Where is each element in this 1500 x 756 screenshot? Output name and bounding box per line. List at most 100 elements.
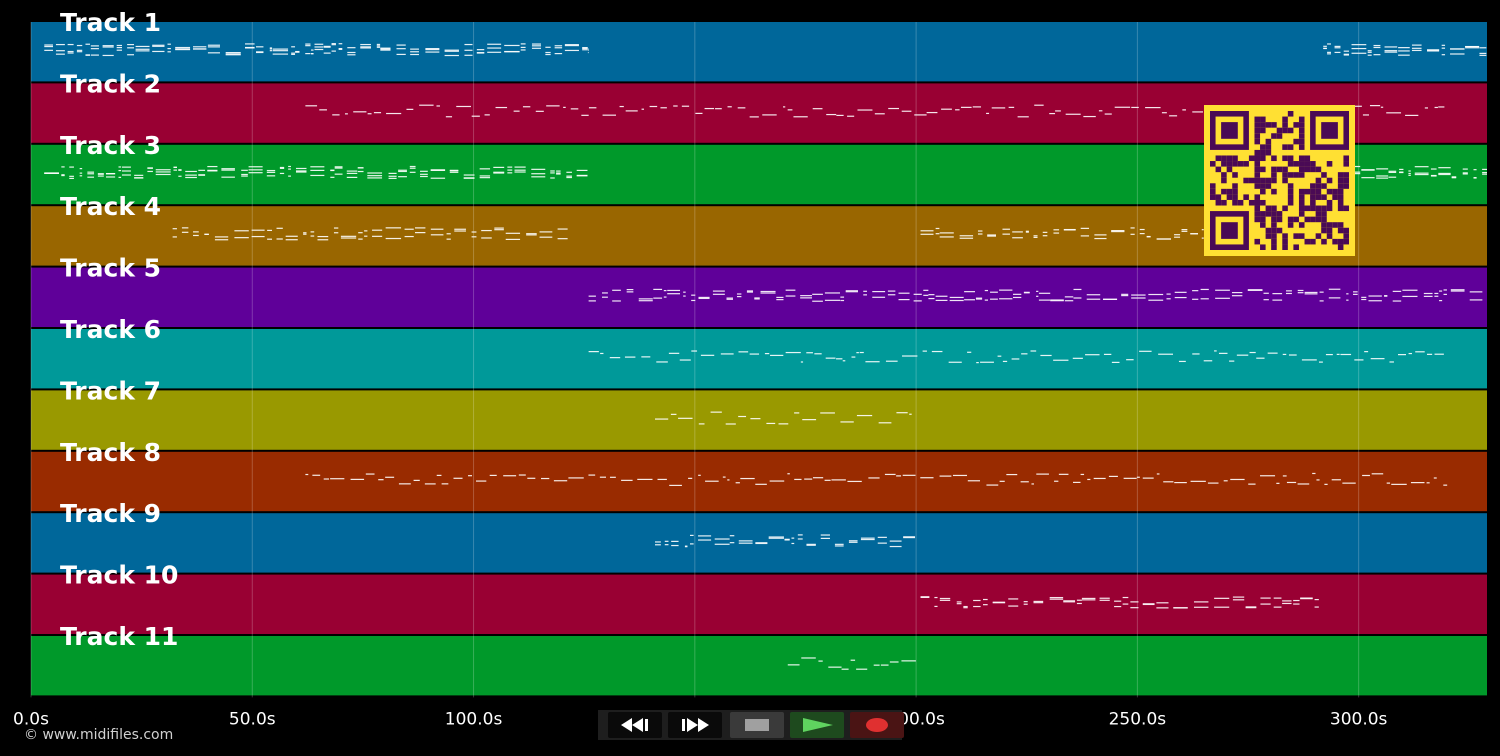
qr-module (1287, 216, 1294, 223)
qr-module (1310, 199, 1316, 206)
qr-module (1221, 188, 1227, 195)
track-label: Track 8 (60, 438, 161, 467)
qr-module (1254, 216, 1261, 223)
qr-finder (1221, 122, 1238, 139)
qr-module (1260, 155, 1266, 162)
qr-module (1243, 177, 1249, 184)
qr-module (1276, 127, 1283, 134)
qr-module (1232, 172, 1238, 178)
qr-module (1271, 172, 1277, 178)
qr-module (1271, 233, 1277, 239)
play-button[interactable] (790, 712, 844, 738)
qr-module (1321, 194, 1327, 200)
qr-module (1326, 227, 1333, 234)
qr-module (1226, 161, 1233, 167)
qr-module (1337, 177, 1344, 184)
qr-module (1326, 188, 1333, 195)
qr-module (1265, 227, 1272, 234)
qr-module (1248, 177, 1255, 184)
qr-module (1237, 199, 1244, 206)
stop-button[interactable] (730, 712, 784, 738)
qr-module (1276, 211, 1283, 217)
record-button[interactable] (850, 712, 904, 738)
qr-module (1254, 238, 1261, 245)
qr-module (1254, 116, 1261, 123)
qr-module (1271, 227, 1277, 234)
track-lane (31, 390, 1487, 450)
qr-module (1293, 244, 1299, 250)
qr-module (1271, 177, 1277, 184)
track-lane (31, 22, 1487, 82)
track-label: Track 2 (60, 69, 161, 98)
qr-module (1343, 205, 1349, 212)
qr-module (1254, 166, 1261, 173)
qr-module (1282, 205, 1288, 212)
qr-module (1221, 155, 1227, 162)
qr-module (1298, 205, 1305, 212)
rewind-button[interactable] (608, 712, 662, 738)
qr-module (1298, 161, 1305, 167)
qr-module (1265, 122, 1272, 128)
qr-module (1343, 233, 1349, 239)
qr-module (1282, 233, 1288, 239)
qr-module (1310, 188, 1316, 195)
qr-module (1310, 183, 1316, 189)
qr-module (1265, 211, 1272, 217)
qr-module (1254, 211, 1261, 217)
qr-module (1343, 177, 1349, 184)
qr-module (1287, 222, 1294, 228)
qr-module (1315, 216, 1322, 223)
qr-module (1298, 166, 1305, 173)
qr-module (1304, 161, 1311, 167)
qr-module (1315, 233, 1322, 239)
qr-module (1310, 166, 1316, 173)
qr-module (1248, 199, 1255, 206)
qr-module (1287, 155, 1294, 162)
qr-module (1287, 172, 1294, 178)
qr-module (1310, 194, 1316, 200)
qr-module (1260, 116, 1266, 123)
qr-module (1321, 172, 1327, 178)
qr-module (1260, 122, 1266, 128)
qr-module (1215, 199, 1222, 206)
qr-module (1271, 133, 1277, 139)
qr-module (1282, 166, 1288, 173)
qr-module (1326, 222, 1333, 228)
qr-module (1276, 216, 1283, 223)
qr-module (1298, 199, 1305, 206)
qr-module (1210, 194, 1216, 200)
qr-module (1276, 227, 1283, 234)
qr-module (1215, 166, 1222, 173)
qr-module (1304, 155, 1311, 162)
qr-module (1293, 122, 1299, 128)
fast-forward-button[interactable] (668, 712, 722, 738)
qr-module (1282, 172, 1288, 178)
qr-module (1254, 194, 1261, 200)
qr-module (1343, 161, 1349, 167)
qr-module (1321, 227, 1327, 234)
qr-module (1310, 216, 1316, 223)
qr-module (1271, 205, 1277, 212)
qr-module (1254, 122, 1261, 128)
qr-module (1326, 233, 1333, 239)
track-label: Track 4 (60, 192, 161, 221)
qr-module (1287, 127, 1294, 134)
qr-module (1260, 222, 1266, 228)
qr-module (1310, 161, 1316, 167)
qr-module (1287, 111, 1294, 117)
qr-module (1315, 211, 1322, 217)
qr-module (1260, 211, 1266, 217)
qr-module (1260, 149, 1266, 156)
qr-module (1343, 227, 1349, 234)
qr-module (1293, 138, 1299, 145)
qr-module (1332, 222, 1338, 228)
qr-module (1298, 233, 1305, 239)
qr-module (1298, 188, 1305, 195)
qr-module (1210, 161, 1216, 167)
track-label: Track 11 (60, 622, 178, 651)
qr-module (1293, 161, 1299, 167)
qr-module (1332, 238, 1338, 245)
qr-module (1254, 183, 1261, 189)
qr-module (1248, 155, 1255, 162)
qr-module (1276, 133, 1283, 139)
